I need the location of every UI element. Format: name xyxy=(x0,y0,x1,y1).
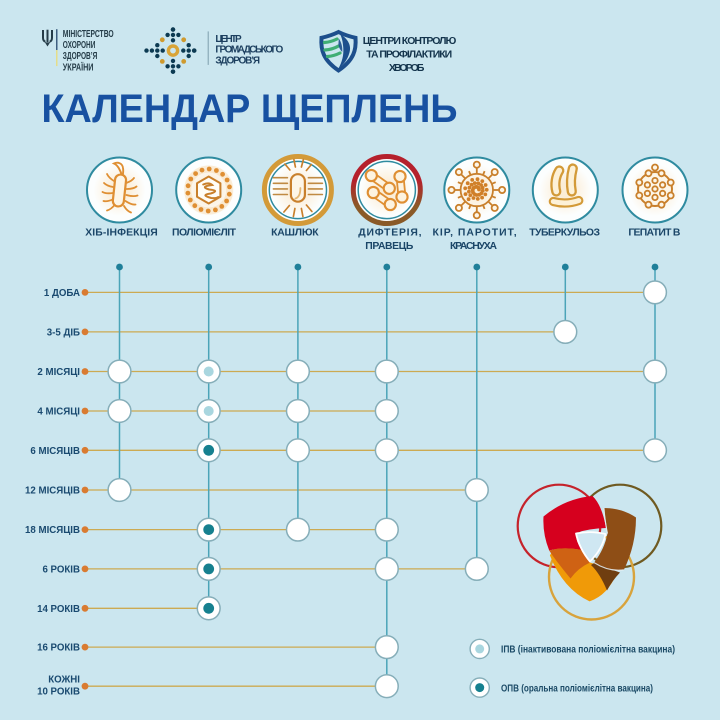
svg-text:КАЛЕНДАР ЩЕПЛЕНЬ: КАЛЕНДАР ЩЕПЛЕНЬ xyxy=(42,87,458,131)
svg-text:2 МІСЯЦІ: 2 МІСЯЦІ xyxy=(37,367,80,378)
svg-text:ЦЕНТР: ЦЕНТР xyxy=(215,34,242,45)
svg-text:ІПВ (інактивована поліомієлітн: ІПВ (інактивована поліомієлітна вакцина) xyxy=(501,645,675,656)
svg-text:ОХОРОНИ: ОХОРОНИ xyxy=(63,40,96,51)
svg-text:ОПВ (оральна поліомієлітна вак: ОПВ (оральна поліомієлітна вакцина) xyxy=(501,683,653,694)
svg-text:ХВОРОБ: ХВОРОБ xyxy=(389,62,425,74)
svg-text:18 МІСЯЦІВ: 18 МІСЯЦІВ xyxy=(25,525,80,536)
svg-text:ГРОМАДСЬКОГО: ГРОМАДСЬКОГО xyxy=(215,45,283,56)
svg-text:ГЕПАТИТ В: ГЕПАТИТ В xyxy=(628,228,681,239)
svg-text:4 МІСЯЦІ: 4 МІСЯЦІ xyxy=(37,407,80,418)
svg-text:ЗДОРОВ’Я: ЗДОРОВ’Я xyxy=(63,51,98,62)
svg-text:ХІБ-ІНФЕКЦІЯ: ХІБ-ІНФЕКЦІЯ xyxy=(85,228,158,239)
svg-text:ЦЕНТРИ КОНТРОЛЮ: ЦЕНТРИ КОНТРОЛЮ xyxy=(363,35,457,47)
svg-text:КАШЛЮК: КАШЛЮК xyxy=(271,228,319,239)
svg-text:ТУБЕРКУЛЬОЗ: ТУБЕРКУЛЬОЗ xyxy=(529,228,600,239)
svg-text:16 РОКІВ: 16 РОКІВ xyxy=(37,643,80,654)
svg-text:ДИФТЕРІЯ,: ДИФТЕРІЯ, xyxy=(358,228,421,239)
svg-text:12 МІСЯЦІВ: 12 МІСЯЦІВ xyxy=(25,486,80,497)
svg-text:10 РОКІВ: 10 РОКІВ xyxy=(37,686,80,697)
svg-text:ПРАВЕЦЬ: ПРАВЕЦЬ xyxy=(365,241,414,252)
svg-text:УКРАЇНИ: УКРАЇНИ xyxy=(63,62,94,73)
svg-text:ТА ПРОФІЛАКТИКИ: ТА ПРОФІЛАКТИКИ xyxy=(366,49,452,61)
svg-text:6 РОКІВ: 6 РОКІВ xyxy=(42,564,80,575)
svg-text:ЗДОРОВ’Я: ЗДОРОВ’Я xyxy=(215,55,260,66)
svg-text:6 МІСЯЦІВ: 6 МІСЯЦІВ xyxy=(30,446,80,457)
svg-text:3-5 ДІБ: 3-5 ДІБ xyxy=(47,327,80,338)
svg-text:КРАСНУХА: КРАСНУХА xyxy=(450,241,498,252)
svg-text:14 РОКІВ: 14 РОКІВ xyxy=(37,604,80,615)
svg-text:КОЖНІ: КОЖНІ xyxy=(48,674,80,685)
svg-text:1 ДОБА: 1 ДОБА xyxy=(44,288,80,299)
svg-text:МІНІСТЕРСТВО: МІНІСТЕРСТВО xyxy=(63,29,114,40)
svg-text:ПОЛІОМІЄЛІТ: ПОЛІОМІЄЛІТ xyxy=(172,228,237,239)
svg-text:КІР, ПАРОТИТ,: КІР, ПАРОТИТ, xyxy=(433,228,517,239)
